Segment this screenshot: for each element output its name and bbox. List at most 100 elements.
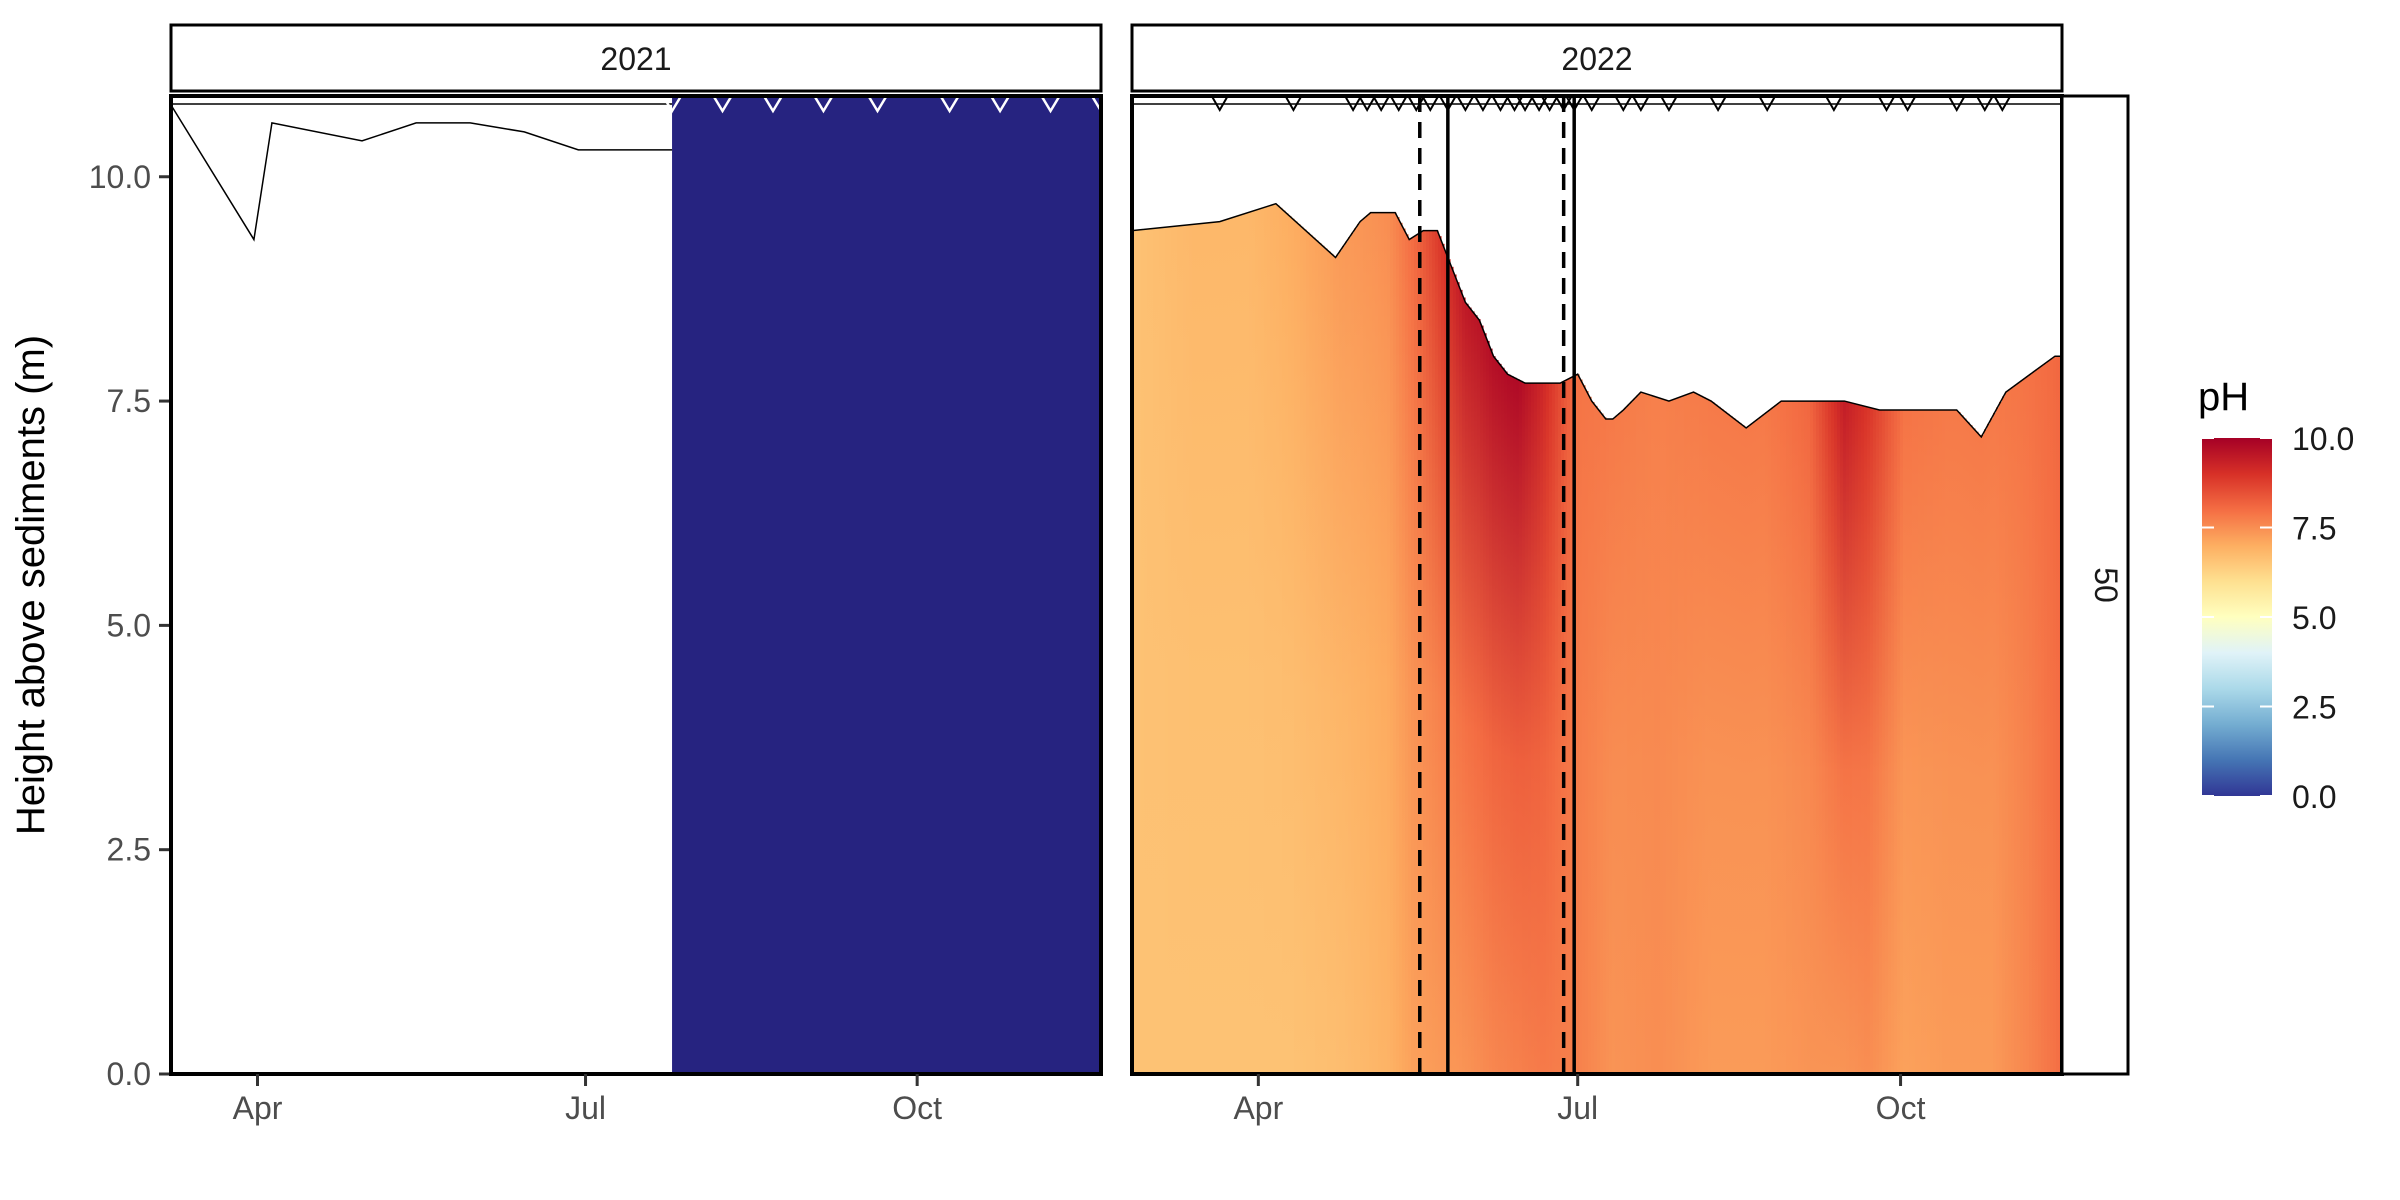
- heatmap-cell: [1453, 274, 1457, 1074]
- heatmap-cell: [1396, 217, 1400, 1074]
- heatmap-cell: [1405, 234, 1409, 1074]
- y-tick-label: 7.5: [107, 383, 151, 419]
- heatmap-cell: [1492, 356, 1496, 1074]
- heatmap-cell: [1261, 207, 1265, 1074]
- heatmap-cell: [1411, 237, 1415, 1074]
- heatmap-cell: [1588, 396, 1592, 1074]
- heatmap-cell: [1765, 412, 1769, 1074]
- heatmap-cell: [1987, 423, 1991, 1074]
- heatmap-cell: [1582, 385, 1586, 1074]
- sample-date-marker: [1358, 96, 1376, 113]
- heatmap-cell: [1657, 397, 1661, 1074]
- heatmap-cell: [1978, 435, 1982, 1074]
- heatmap-cell: [1195, 223, 1199, 1074]
- heatmap-cell: [1288, 215, 1292, 1074]
- heatmap-cell: [1786, 401, 1790, 1074]
- heatmap-cell: [2038, 367, 2042, 1074]
- heatmap-cell: [1801, 401, 1805, 1074]
- heatmap-cell: [1246, 212, 1250, 1074]
- sample-date-marker: [1540, 96, 1559, 113]
- heatmap-cell: [1456, 282, 1460, 1074]
- heatmap-cell: [2032, 371, 2036, 1074]
- sample-date-marker: [1474, 96, 1492, 113]
- heatmap-cell: [1420, 231, 1424, 1074]
- heatmap-cell: [1540, 383, 1544, 1074]
- sample-date-marker: [1516, 96, 1534, 113]
- heatmap-cell: [1783, 401, 1787, 1074]
- heatmap-cell: [1330, 253, 1334, 1074]
- strip-label-2021: 2021: [600, 41, 671, 77]
- heatmap-cell: [1312, 237, 1316, 1074]
- heatmap-cell: [1627, 404, 1631, 1074]
- y-tick-label: 2.5: [107, 832, 151, 868]
- heatmap-cell: [1372, 212, 1376, 1074]
- heatmap-cell: [1699, 395, 1703, 1074]
- heatmap-cell: [1483, 333, 1487, 1074]
- heatmap-cell: [1936, 410, 1940, 1074]
- heatmap-cell: [1546, 383, 1550, 1074]
- heatmap-cell: [1498, 363, 1502, 1074]
- heatmap-cell: [1510, 376, 1514, 1074]
- sample-date-marker: [1709, 96, 1727, 113]
- heatmap-cell: [1234, 216, 1238, 1074]
- heatmap-cell: [2008, 389, 2012, 1074]
- sample-date-marker: [1407, 96, 1426, 113]
- heatmap-cell: [1525, 383, 1529, 1074]
- heatmap-cell: [1735, 420, 1739, 1074]
- strip-2022: [1130, 23, 2064, 93]
- heatmap-cell: [1759, 416, 1763, 1074]
- heatmap-cell: [1669, 400, 1673, 1074]
- heatmap-cell: [1642, 392, 1646, 1074]
- heatmap-cell: [2041, 365, 2045, 1074]
- heatmap-cell: [1636, 395, 1640, 1074]
- heatmap-cell: [1282, 210, 1286, 1074]
- facet-strip-right-label: 50: [2088, 567, 2124, 603]
- heatmap-cell: [1960, 415, 1964, 1074]
- heatmap-cell: [1708, 400, 1712, 1074]
- heatmap-cell: [1480, 325, 1484, 1074]
- sample-date-marker: [1210, 96, 1229, 113]
- heatmap-cell: [1687, 393, 1691, 1074]
- heatmap-cell: [1162, 227, 1166, 1074]
- heatmap-cell: [1858, 404, 1862, 1074]
- heatmap-cell: [2017, 382, 2021, 1074]
- y-axis-title: Height above sediments (m): [9, 335, 53, 835]
- heatmap-cell: [1684, 395, 1688, 1074]
- heatmap-cell: [1969, 425, 1973, 1074]
- heatmap-cell: [1825, 401, 1829, 1074]
- heatmap-cell: [1204, 223, 1208, 1074]
- heatmap-cell: [1303, 229, 1307, 1074]
- heatmap-cell: [1930, 410, 1934, 1074]
- heatmap-cell: [2035, 369, 2039, 1074]
- heatmap-cell: [1309, 234, 1313, 1074]
- heatmap-cell: [2026, 376, 2030, 1074]
- legend-tick-label: 2.5: [2292, 690, 2336, 726]
- heatmap-cell: [1597, 409, 1601, 1074]
- heatmap-cell: [1357, 223, 1361, 1074]
- heatmap-cell: [1354, 228, 1358, 1074]
- heatmap-cell: [1465, 303, 1469, 1074]
- heatmap-cell: [1459, 289, 1463, 1074]
- heatmap-cell: [2014, 385, 2018, 1074]
- heatmap-cell: [1186, 224, 1190, 1074]
- heatmap-cell: [1474, 315, 1478, 1074]
- x-tick-label: Oct: [892, 1090, 942, 1126]
- heatmap-cell: [1612, 418, 1616, 1074]
- heatmap-cell: [1387, 212, 1391, 1074]
- heatmap-cell: [1351, 232, 1355, 1074]
- heatmap-cell: [1720, 409, 1724, 1074]
- heatmap-cell: [1585, 391, 1589, 1074]
- heatmap-cell: [1948, 410, 1952, 1074]
- sample-date-marker: [1898, 96, 1917, 113]
- heatmap-cell: [1477, 319, 1481, 1074]
- heatmap-cell: [1222, 220, 1226, 1074]
- sample-date-marker: [661, 95, 683, 114]
- y-tick-label: 5.0: [107, 607, 151, 643]
- heatmap-cell: [1300, 226, 1304, 1074]
- heatmap-cell: [1552, 383, 1556, 1074]
- heatmap-cell: [1207, 222, 1211, 1074]
- heatmap-cell: [1753, 421, 1757, 1074]
- heatmap-cell: [1993, 412, 1997, 1074]
- heatmap-cell: [1867, 407, 1871, 1074]
- heatmap-cell: [1549, 383, 1553, 1074]
